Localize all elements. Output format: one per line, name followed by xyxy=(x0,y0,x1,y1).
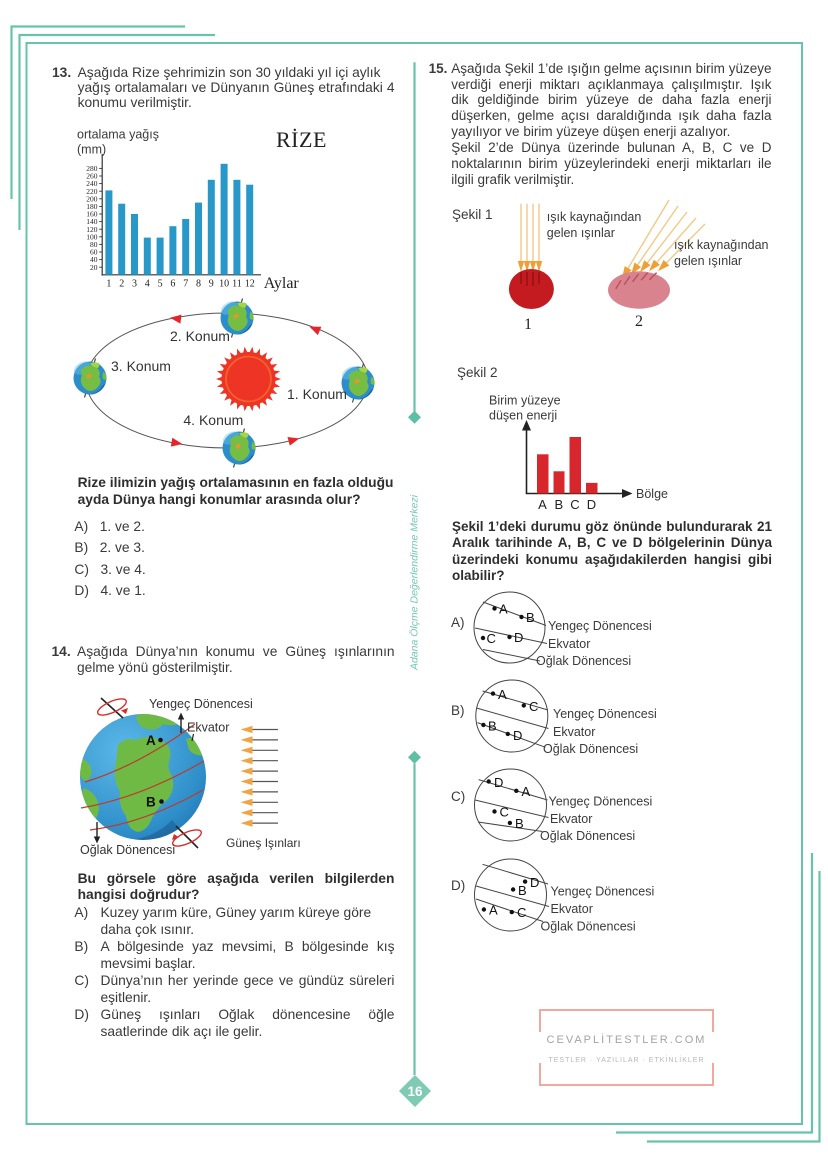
svg-text:gelen ışınlar: gelen ışınlar xyxy=(674,254,742,268)
svg-text:Yengeç Dönencesi: Yengeç Dönencesi xyxy=(548,619,652,633)
svg-text:4: 4 xyxy=(145,279,150,290)
svg-text:B: B xyxy=(146,795,156,810)
svg-text:Yengeç Dönencesi: Yengeç Dönencesi xyxy=(549,795,653,809)
svg-text:12: 12 xyxy=(245,279,255,290)
svg-text:11: 11 xyxy=(232,279,242,290)
svg-text:1: 1 xyxy=(106,279,111,290)
svg-text:D: D xyxy=(587,497,596,512)
svg-text:4. Konum: 4. Konum xyxy=(183,412,243,428)
svg-text:280: 280 xyxy=(86,164,98,173)
svg-text:Şekil 1: Şekil 1 xyxy=(452,207,493,222)
svg-text:Oğlak Dönencesi: Oğlak Dönencesi xyxy=(541,920,636,934)
svg-text:7: 7 xyxy=(183,279,188,290)
svg-text:düşen enerji: düşen enerji xyxy=(489,409,557,423)
svg-text:D: D xyxy=(513,728,522,743)
svg-text:B: B xyxy=(554,497,563,512)
svg-text:200: 200 xyxy=(86,194,98,203)
svg-text:1: 1 xyxy=(524,316,532,333)
svg-text:60: 60 xyxy=(90,248,98,257)
svg-text:1. Konum: 1. Konum xyxy=(287,386,347,402)
svg-text:Ekvator: Ekvator xyxy=(187,721,229,735)
svg-text:220: 220 xyxy=(86,187,98,196)
svg-text:Ekvator: Ekvator xyxy=(551,902,593,916)
svg-text:100: 100 xyxy=(86,232,98,241)
svg-text:D: D xyxy=(514,630,523,645)
svg-text:Yengeç Dönencesi: Yengeç Dönencesi xyxy=(149,697,253,711)
svg-text:C: C xyxy=(500,805,509,820)
svg-text:Yengeç Dönencesi: Yengeç Dönencesi xyxy=(553,707,657,721)
svg-text:2: 2 xyxy=(635,313,643,330)
svg-text:Yengeç Dönencesi: Yengeç Dönencesi xyxy=(551,885,655,899)
svg-text:A: A xyxy=(538,497,547,512)
svg-text:120: 120 xyxy=(86,225,98,234)
svg-text:180: 180 xyxy=(86,202,98,211)
svg-text:Adana Ölçme Değerlendirme Merk: Adana Ölçme Değerlendirme Merkezi xyxy=(409,494,421,671)
svg-text:(mm): (mm) xyxy=(77,143,106,157)
svg-text:10: 10 xyxy=(219,279,229,290)
svg-text:Birim yüzeye: Birim yüzeye xyxy=(489,394,561,408)
svg-text:Oğlak Dönencesi: Oğlak Dönencesi xyxy=(536,654,631,668)
svg-text:Güneş Işınları: Güneş Işınları xyxy=(226,836,301,850)
svg-text:260: 260 xyxy=(86,172,98,181)
svg-text:TESTLER · YAZILILAR · ETKİNLİK: TESTLER · YAZILILAR · ETKİNLİKLER xyxy=(548,1055,704,1064)
svg-text:2: 2 xyxy=(119,279,124,290)
svg-text:2. Konum: 2. Konum xyxy=(170,328,230,344)
svg-text:Şekil 2: Şekil 2 xyxy=(457,365,498,380)
svg-text:ışık kaynağından: ışık kaynağından xyxy=(674,238,769,252)
svg-text:Ekvator: Ekvator xyxy=(548,637,590,651)
svg-text:C: C xyxy=(570,497,579,512)
svg-text:RİZE: RİZE xyxy=(276,127,327,152)
svg-text:3: 3 xyxy=(132,279,137,290)
svg-text:C: C xyxy=(529,699,538,714)
svg-text:A: A xyxy=(146,733,156,748)
svg-text:16: 16 xyxy=(407,1084,423,1099)
svg-text:Oğlak Dönencesi: Oğlak Dönencesi xyxy=(80,843,175,857)
svg-text:ortalama yağış: ortalama yağış xyxy=(77,128,159,142)
svg-text:Oğlak Dönencesi: Oğlak Dönencesi xyxy=(543,742,638,756)
svg-text:140: 140 xyxy=(86,217,98,226)
svg-text:ışık kaynağından: ışık kaynağından xyxy=(547,210,642,224)
svg-text:gelen ışınlar: gelen ışınlar xyxy=(547,226,615,240)
svg-text:C: C xyxy=(487,631,496,646)
svg-text:A: A xyxy=(489,903,498,918)
svg-text:80: 80 xyxy=(90,240,98,249)
svg-text:9: 9 xyxy=(209,279,214,290)
svg-text:B: B xyxy=(488,719,497,734)
svg-text:A: A xyxy=(498,687,507,702)
svg-text:Ekvator: Ekvator xyxy=(550,812,592,826)
svg-text:A: A xyxy=(499,602,508,617)
svg-text:Ekvator: Ekvator xyxy=(553,725,595,739)
svg-text:C: C xyxy=(517,905,526,920)
svg-text:B: B xyxy=(518,883,527,898)
svg-text:D: D xyxy=(494,775,503,790)
svg-text:240: 240 xyxy=(86,179,98,188)
svg-text:160: 160 xyxy=(86,210,98,219)
svg-text:6: 6 xyxy=(170,279,175,290)
svg-text:Oğlak Dönencesi: Oğlak Dönencesi xyxy=(540,829,635,843)
svg-text:A: A xyxy=(522,784,531,799)
svg-text:8: 8 xyxy=(196,279,201,290)
svg-text:B: B xyxy=(526,610,535,625)
svg-text:20: 20 xyxy=(90,263,98,272)
svg-text:B: B xyxy=(515,816,524,831)
svg-text:5: 5 xyxy=(158,279,163,290)
svg-text:Bölge: Bölge xyxy=(636,487,668,501)
svg-text:CEVAPLİTESTLER.COM: CEVAPLİTESTLER.COM xyxy=(547,1033,707,1046)
svg-text:Aylar: Aylar xyxy=(264,275,300,292)
svg-text:D: D xyxy=(530,875,539,890)
svg-text:40: 40 xyxy=(90,255,98,264)
svg-text:3. Konum: 3. Konum xyxy=(111,358,171,374)
